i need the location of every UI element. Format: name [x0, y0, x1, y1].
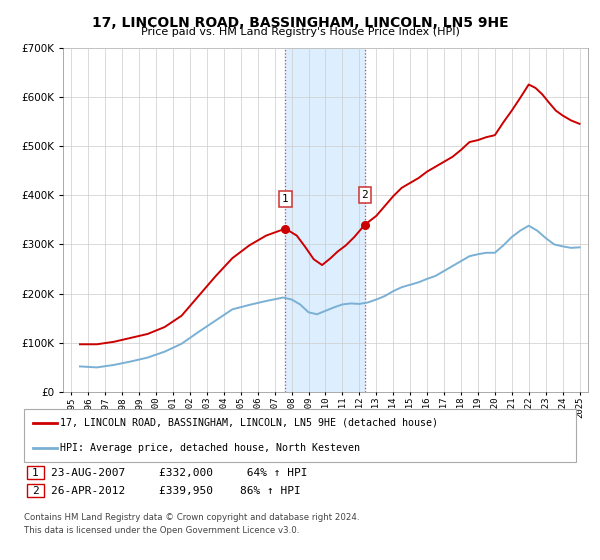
Text: 26-APR-2012     £339,950    86% ↑ HPI: 26-APR-2012 £339,950 86% ↑ HPI — [51, 486, 301, 496]
Text: 1: 1 — [282, 194, 289, 204]
Text: 2: 2 — [361, 190, 368, 200]
Text: 17, LINCOLN ROAD, BASSINGHAM, LINCOLN, LN5 9HE: 17, LINCOLN ROAD, BASSINGHAM, LINCOLN, L… — [92, 16, 508, 30]
Text: 2: 2 — [32, 486, 39, 496]
Text: 1: 1 — [32, 468, 39, 478]
Text: This data is licensed under the Open Government Licence v3.0.: This data is licensed under the Open Gov… — [24, 526, 299, 535]
Text: 17, LINCOLN ROAD, BASSINGHAM, LINCOLN, LN5 9HE (detached house): 17, LINCOLN ROAD, BASSINGHAM, LINCOLN, L… — [60, 418, 438, 428]
Text: 23-AUG-2007     £332,000     64% ↑ HPI: 23-AUG-2007 £332,000 64% ↑ HPI — [51, 468, 308, 478]
Text: Contains HM Land Registry data © Crown copyright and database right 2024.: Contains HM Land Registry data © Crown c… — [24, 513, 359, 522]
Text: HPI: Average price, detached house, North Kesteven: HPI: Average price, detached house, Nort… — [60, 443, 360, 453]
Bar — [286, 48, 365, 392]
Text: Price paid vs. HM Land Registry's House Price Index (HPI): Price paid vs. HM Land Registry's House … — [140, 27, 460, 37]
